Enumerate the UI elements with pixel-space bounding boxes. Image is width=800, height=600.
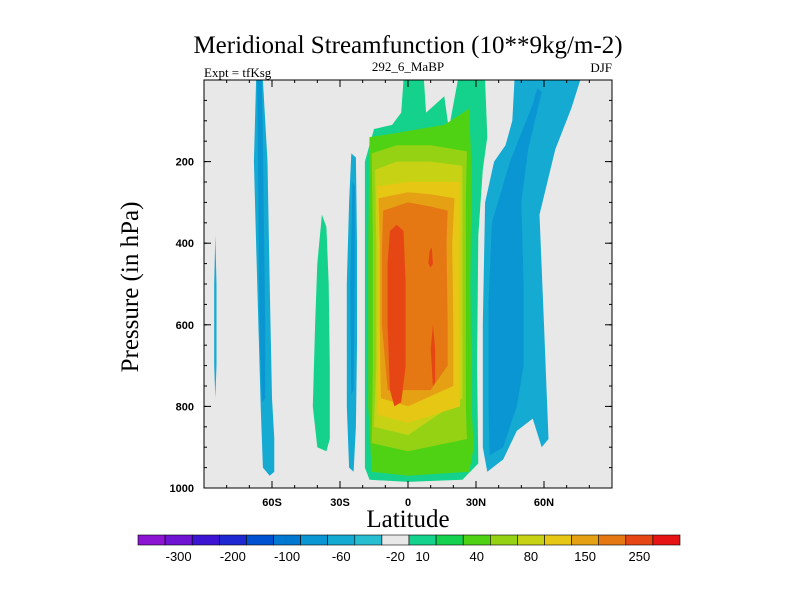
contour-hadley-250-west bbox=[387, 224, 406, 407]
colorbar-swatch bbox=[598, 534, 627, 546]
x-tick-label: 30N bbox=[466, 497, 486, 509]
colorbar-swatch bbox=[435, 534, 464, 546]
contour-hadley-250-spot bbox=[428, 247, 433, 268]
colorbar-swatch bbox=[300, 534, 329, 546]
y-tick-label: 600 bbox=[176, 320, 194, 332]
subtitle-center: 292_6_MaBP bbox=[372, 59, 444, 74]
y-tick-label: 800 bbox=[176, 401, 194, 413]
colorbar-swatch bbox=[625, 534, 654, 546]
y-tick-label: 1000 bbox=[170, 483, 194, 495]
colorbar-swatch bbox=[462, 534, 491, 546]
colorbar-swatch bbox=[381, 534, 410, 546]
subtitle-left: Expt = tfKsg bbox=[204, 65, 272, 80]
contour-hadley-250-east bbox=[430, 324, 436, 386]
colorbar-swatch bbox=[652, 534, 681, 546]
colorbar-label: 80 bbox=[524, 549, 538, 564]
y-axis-ticks: 200 400 600 800 1000 bbox=[170, 99, 612, 495]
chart-title: Meridional Streamfunction (10**9kg/m-2) bbox=[193, 32, 622, 59]
x-tick-label: 30S bbox=[330, 497, 350, 509]
x-tick-label: 60S bbox=[262, 497, 282, 509]
colorbar-label: -100 bbox=[274, 549, 300, 564]
colorbar-label: -200 bbox=[220, 549, 246, 564]
colorbar-swatch bbox=[164, 534, 193, 546]
colorbar-swatch bbox=[137, 534, 166, 546]
colorbar-label: 40 bbox=[470, 549, 484, 564]
contour-sh-high-lat-core bbox=[257, 80, 266, 403]
x-axis-ticks: 60S 30S 0 30N 60N bbox=[226, 80, 590, 509]
colorbar-swatch bbox=[489, 534, 518, 546]
colorbar-swatch bbox=[191, 534, 220, 546]
colorbar-swatch bbox=[327, 534, 356, 546]
colorbar-label: 10 bbox=[415, 549, 429, 564]
contour-sh-subtropic-core bbox=[350, 182, 355, 395]
contour-fill-group bbox=[214, 80, 581, 482]
y-axis-label: Pressure (in hPa) bbox=[117, 202, 144, 373]
colorbar-swatch bbox=[354, 534, 383, 546]
colorbar-label: -300 bbox=[166, 549, 192, 564]
colorbar-label: -60 bbox=[332, 549, 351, 564]
colorbar-swatch bbox=[571, 534, 599, 546]
colorbar-label: 150 bbox=[574, 549, 596, 564]
colorbar-swatch bbox=[273, 534, 301, 546]
x-axis-label: Latitude bbox=[366, 506, 449, 533]
colorbar-swatch bbox=[219, 534, 247, 546]
colorbar-swatch bbox=[517, 534, 545, 546]
colorbar-label: -20 bbox=[386, 549, 405, 564]
colorbar-label: 250 bbox=[628, 549, 650, 564]
colorbar-swatch bbox=[408, 534, 437, 546]
colorbar-swatch bbox=[246, 534, 274, 546]
colorbar: -300 -200 -100 -60 -20 10 40 80 150 250 bbox=[137, 534, 681, 564]
y-tick-label: 200 bbox=[176, 157, 194, 169]
subtitle-right: DJF bbox=[590, 60, 612, 75]
x-tick-label: 0 bbox=[405, 497, 411, 509]
x-tick-label: 60N bbox=[534, 497, 554, 509]
y-tick-label: 400 bbox=[176, 238, 194, 250]
contour-sh-ferrel-positive bbox=[312, 214, 330, 452]
contour-sh-polar-negative bbox=[214, 235, 217, 399]
colorbar-swatch bbox=[544, 534, 572, 546]
contour-nh-negative-core bbox=[488, 88, 542, 456]
